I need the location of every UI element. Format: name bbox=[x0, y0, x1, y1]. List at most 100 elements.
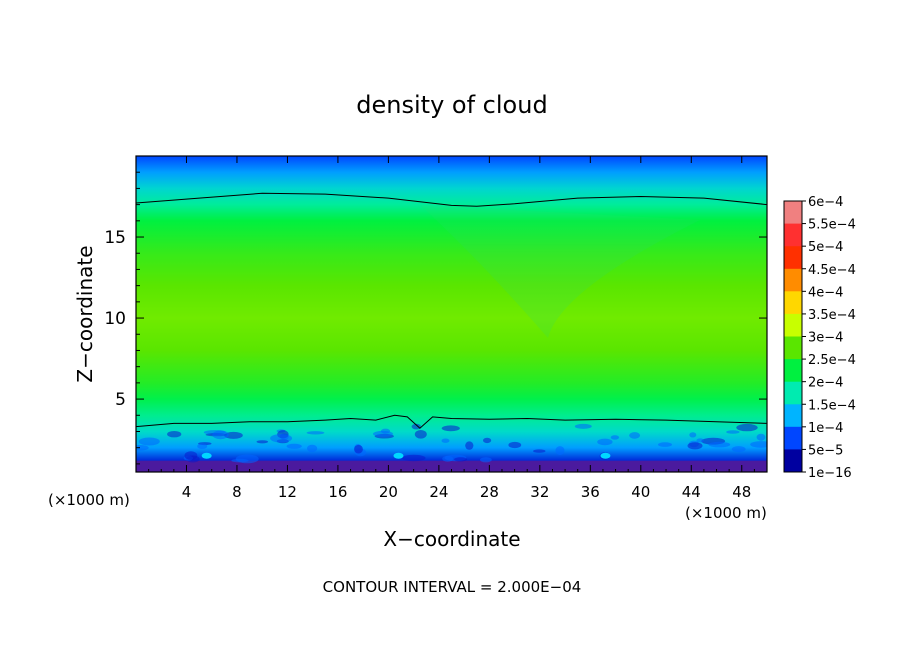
surface-blob bbox=[600, 452, 611, 459]
speckle bbox=[658, 442, 672, 447]
x-tick-label: 20 bbox=[379, 483, 398, 501]
colorbar-swatch bbox=[784, 268, 802, 292]
speckle bbox=[750, 441, 767, 448]
plot-field bbox=[136, 156, 767, 472]
x-axis-label: X−coordinate bbox=[383, 527, 520, 551]
speckle bbox=[465, 441, 474, 450]
colorbar-swatch bbox=[784, 336, 802, 360]
speckle bbox=[629, 432, 641, 439]
colorbar-swatch bbox=[784, 201, 802, 225]
x-tick-label: 24 bbox=[429, 483, 448, 501]
speckle bbox=[138, 437, 160, 446]
speckle bbox=[555, 446, 565, 456]
surface-speckles bbox=[136, 423, 767, 472]
contour-interval-label: CONTOUR INTERVAL = 2.000E−04 bbox=[323, 578, 582, 596]
colorbar-swatch bbox=[784, 449, 802, 473]
speckle bbox=[454, 457, 468, 462]
speckle bbox=[610, 435, 620, 440]
speckle bbox=[689, 432, 697, 438]
colorbar-swatch bbox=[784, 359, 802, 383]
x-tick-label: 44 bbox=[682, 483, 701, 501]
x-tick-label: 28 bbox=[480, 483, 499, 501]
colorbar-swatch bbox=[784, 291, 802, 315]
speckle bbox=[696, 438, 704, 443]
x-tick-label: 12 bbox=[278, 483, 297, 501]
speckle bbox=[508, 441, 522, 449]
speckle bbox=[231, 458, 249, 463]
speckle bbox=[756, 433, 766, 441]
colorbar-label: 5.5e−4 bbox=[808, 218, 856, 233]
upper-dip-shade bbox=[410, 156, 550, 201]
speckle bbox=[480, 457, 492, 463]
speckle bbox=[270, 434, 293, 443]
colorbar-label: 6e−4 bbox=[808, 195, 843, 210]
speckle bbox=[574, 423, 592, 429]
x-unit-right: (×1000 m) bbox=[685, 504, 767, 522]
y-tick-label: 5 bbox=[115, 390, 126, 410]
y-axis-label: Z−coordinate bbox=[73, 245, 97, 382]
speckle bbox=[726, 430, 740, 434]
colorbar-swatch bbox=[784, 381, 802, 405]
speckle bbox=[402, 454, 426, 462]
speckle bbox=[441, 425, 460, 432]
colorbar-label: 3.5e−4 bbox=[808, 308, 856, 323]
chart-title: density of cloud bbox=[356, 91, 547, 119]
speckle bbox=[597, 438, 613, 446]
speckle bbox=[212, 430, 229, 440]
surface-blob bbox=[201, 452, 212, 459]
speckle bbox=[708, 441, 731, 448]
colorbar-swatch bbox=[784, 404, 802, 428]
x-tick-label: 16 bbox=[328, 483, 347, 501]
speckle bbox=[533, 449, 546, 453]
x-tick-label: 8 bbox=[232, 483, 242, 501]
colorbar-label: 5e−4 bbox=[808, 240, 843, 255]
colorbar-label: 4e−4 bbox=[808, 285, 843, 300]
speckle bbox=[306, 431, 325, 435]
speckle bbox=[731, 446, 746, 453]
speckle bbox=[136, 445, 149, 451]
speckle bbox=[307, 444, 318, 453]
colorbar-label: 1.5e−4 bbox=[808, 398, 856, 413]
colorbar-label: 3e−4 bbox=[808, 331, 843, 346]
speckle bbox=[286, 443, 302, 449]
speckle bbox=[197, 443, 208, 449]
x-tick-label: 36 bbox=[581, 483, 600, 501]
v-shape-shade bbox=[420, 205, 700, 338]
speckle bbox=[483, 437, 492, 444]
colorbar-label: 5e−5 bbox=[808, 443, 843, 458]
speckle bbox=[184, 451, 198, 460]
colorbar-label: 2e−4 bbox=[808, 376, 843, 391]
x-axis-ticks: 4 8 12 16 20 24 28 32 36 40 44 48 bbox=[148, 156, 755, 501]
contour-lines bbox=[135, 192, 768, 429]
colorbar-label: 1e−16 bbox=[808, 466, 852, 481]
speckle bbox=[256, 440, 269, 444]
speckle bbox=[414, 430, 427, 439]
y-tick-label: 15 bbox=[104, 228, 126, 248]
speckle bbox=[224, 431, 243, 439]
x-tick-label: 40 bbox=[631, 483, 650, 501]
x-tick-label: 4 bbox=[182, 483, 192, 501]
colorbar-swatch bbox=[784, 426, 802, 450]
colorbar-label: 2.5e−4 bbox=[808, 353, 856, 368]
x-tick-label: 32 bbox=[530, 483, 549, 501]
colorbar-swatch bbox=[784, 313, 802, 337]
colorbar-swatch bbox=[784, 246, 802, 270]
surface-blob bbox=[393, 452, 404, 459]
speckle bbox=[354, 444, 363, 454]
speckle bbox=[687, 442, 703, 450]
speckle bbox=[441, 438, 450, 443]
colorbar-swatch bbox=[784, 223, 802, 247]
speckle bbox=[736, 423, 758, 432]
speckle bbox=[167, 431, 182, 438]
contour-line-upper bbox=[135, 192, 768, 207]
surface-band bbox=[136, 460, 767, 472]
speckle bbox=[442, 455, 454, 462]
density-field bbox=[136, 156, 767, 472]
x-unit-left: (×1000 m) bbox=[48, 491, 130, 509]
x-tick-label: 48 bbox=[732, 483, 751, 501]
contour-line-lower bbox=[135, 414, 768, 429]
colorbar: 6e−4 5.5e−4 5e−4 4.5e−4 4e−4 3.5e−4 3e−4 2.5e−4… bbox=[783, 195, 856, 481]
y-tick-label: 10 bbox=[104, 309, 126, 329]
colorbar-label: 1e−4 bbox=[808, 421, 843, 436]
y-axis-ticks: 5 10 15 bbox=[104, 171, 767, 465]
